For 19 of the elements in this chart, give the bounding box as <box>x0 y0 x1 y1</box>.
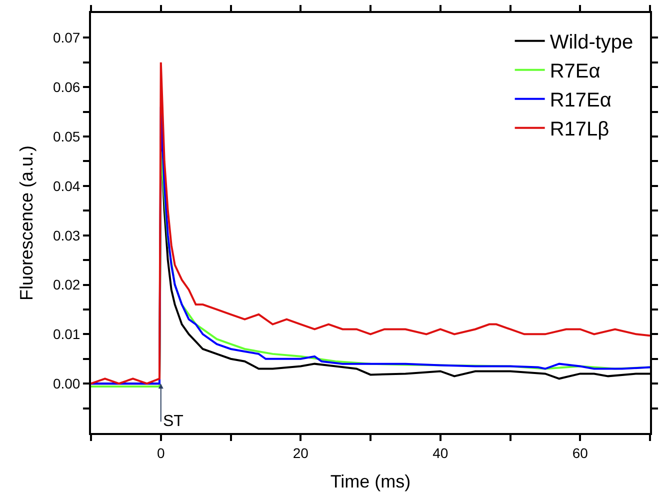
y-tick-label: 0.05 <box>52 128 80 144</box>
y-tick-label: 0.00 <box>52 375 80 392</box>
legend-label: R7Eα <box>550 60 600 83</box>
y-tick-label: 0.07 <box>52 30 80 46</box>
x-tick-label: 20 <box>292 444 309 461</box>
x-tick-label: 0 <box>156 444 165 461</box>
y-tick-label: 0.04 <box>52 178 80 194</box>
x-tick-label: 40 <box>432 444 448 461</box>
legend-label: R17Lβ <box>550 118 610 141</box>
x-tick-label: 60 <box>572 444 588 461</box>
y-tick-label: 0.03 <box>52 227 80 244</box>
y-tick-label: 0.06 <box>52 79 80 96</box>
y-tick-label: 0.01 <box>52 326 80 342</box>
legend-label: R17Eα <box>550 90 612 112</box>
x-axis-title: Time (ms) <box>330 471 411 492</box>
legend-label: Wild-type <box>550 32 634 54</box>
y-tick-label: 0.02 <box>52 276 80 293</box>
y-axis-title: Fluorescence (a.u.) <box>16 145 37 301</box>
annotation: ST <box>163 413 184 430</box>
